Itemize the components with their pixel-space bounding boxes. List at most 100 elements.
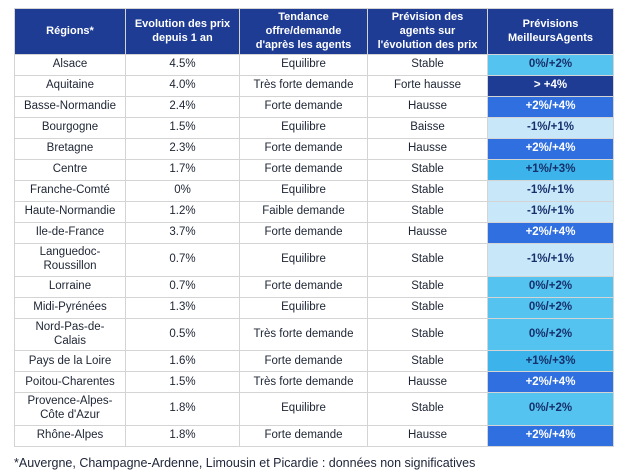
column-header: Prévisions MeilleursAgents <box>487 7 614 56</box>
meilleursagents-forecast-cell: +2%/+4% <box>487 425 614 448</box>
meilleursagents-forecast-cell: 0%/+2% <box>487 275 614 298</box>
meilleursagents-forecast-cell: +1%/+3% <box>487 159 614 182</box>
region-cell: Ile-de-France <box>14 222 126 245</box>
meilleursagents-forecast-cell: 0%/+2% <box>487 296 614 319</box>
meilleursagents-forecast-cell: +1%/+3% <box>487 350 614 373</box>
tendance-cell: Equilibre <box>239 117 368 140</box>
region-cell: Languedoc-Roussillon <box>14 243 126 277</box>
tendance-cell: Forte demande <box>239 96 368 119</box>
region-cell: Bretagne <box>14 138 126 161</box>
region-cell: Alsace <box>14 54 126 77</box>
tendance-cell: Forte demande <box>239 159 368 182</box>
meilleursagents-forecast-cell: +2%/+4% <box>487 371 614 394</box>
prevision-cell: Hausse <box>367 96 488 119</box>
regions-price-table: Régions* Evolution des prix depuis 1 an Te… <box>14 7 614 448</box>
meilleursagents-forecast-cell: -1%/+1% <box>487 201 614 224</box>
prevision-cell: Stable <box>367 317 488 352</box>
tendance-cell: Forte demande <box>239 222 368 245</box>
table-row: Bourgogne 1.5% Equilibre Baisse -1%/+1% <box>14 117 614 140</box>
region-cell: Poitou-Charentes <box>14 371 126 394</box>
table-body: Alsace 4.5% Equilibre Stable 0%/+2% Aquitaine… <box>14 54 614 448</box>
column-header: Tendance offre/demande d'après les agent… <box>239 7 368 56</box>
table-row: Alsace 4.5% Equilibre Stable 0%/+2% <box>14 54 614 77</box>
prevision-cell: Stable <box>367 392 488 427</box>
table-row: Franche-Comté 0% Equilibre Stable -1%/+1% <box>14 180 614 203</box>
region-cell: Centre <box>14 159 126 182</box>
meilleursagents-forecast-cell: 0%/+2% <box>487 392 614 427</box>
evolution-cell: 3.7% <box>125 222 240 245</box>
prevision-cell: Stable <box>367 180 488 203</box>
footnote: *Auvergne, Champagne-Ardenne, Limousin e… <box>14 456 476 470</box>
table-row: Languedoc-Roussillon 0.7% Equilibre Stable -… <box>14 243 614 277</box>
table-row: Provence-Alpes-Côte d'Azur 1.8% Equilibre S… <box>14 392 614 427</box>
tendance-cell: Très forte demande <box>239 75 368 98</box>
table-row: Bretagne 2.3% Forte demande Hausse +2%/+4% <box>14 138 614 161</box>
meilleursagents-forecast-cell: +2%/+4% <box>487 96 614 119</box>
table-row: Midi-Pyrénées 1.3% Equilibre Stable 0%/+2% <box>14 296 614 319</box>
tendance-cell: Equilibre <box>239 180 368 203</box>
tendance-cell: Forte demande <box>239 138 368 161</box>
table-row: Rhône-Alpes 1.8% Forte demande Hausse +2%/+4… <box>14 425 614 448</box>
evolution-cell: 1.5% <box>125 371 240 394</box>
table-row: Pays de la Loire 1.6% Forte demande Stable +… <box>14 350 614 373</box>
tendance-cell: Très forte demande <box>239 371 368 394</box>
table-row: Poitou-Charentes 1.5% Très forte demande Ha… <box>14 371 614 394</box>
tendance-cell: Equilibre <box>239 296 368 319</box>
column-header: Evolution des prix depuis 1 an <box>125 7 240 56</box>
prevision-cell: Stable <box>367 201 488 224</box>
region-cell: Aquitaine <box>14 75 126 98</box>
table-row: Haute-Normandie 1.2% Faible demande Stable -… <box>14 201 614 224</box>
prevision-cell: Baisse <box>367 117 488 140</box>
prevision-cell: Forte hausse <box>367 75 488 98</box>
evolution-cell: 4.0% <box>125 75 240 98</box>
region-cell: Lorraine <box>14 275 126 298</box>
table-row: Lorraine 0.7% Forte demande Stable 0%/+2% <box>14 275 614 298</box>
column-header: Régions* <box>14 7 126 56</box>
evolution-cell: 0.7% <box>125 275 240 298</box>
meilleursagents-forecast-cell: -1%/+1% <box>487 180 614 203</box>
prevision-cell: Hausse <box>367 222 488 245</box>
prevision-cell: Stable <box>367 243 488 277</box>
region-cell: Franche-Comté <box>14 180 126 203</box>
meilleursagents-forecast-cell: -1%/+1% <box>487 117 614 140</box>
meilleursagents-forecast-cell: +2%/+4% <box>487 138 614 161</box>
region-cell: Midi-Pyrénées <box>14 296 126 319</box>
meilleursagents-forecast-cell: -1%/+1% <box>487 243 614 277</box>
evolution-cell: 1.5% <box>125 117 240 140</box>
region-cell: Bourgogne <box>14 117 126 140</box>
table-header-row: Régions* Evolution des prix depuis 1 an Te… <box>14 7 614 56</box>
region-cell: Basse-Normandie <box>14 96 126 119</box>
evolution-cell: 1.3% <box>125 296 240 319</box>
prevision-cell: Stable <box>367 54 488 77</box>
column-header: Prévision des agents sur l'évolution des… <box>367 7 488 56</box>
prevision-cell: Hausse <box>367 425 488 448</box>
evolution-cell: 0.7% <box>125 243 240 277</box>
evolution-cell: 0% <box>125 180 240 203</box>
evolution-cell: 1.7% <box>125 159 240 182</box>
region-cell: Nord-Pas-de-Calais <box>14 317 126 352</box>
prevision-cell: Stable <box>367 275 488 298</box>
tendance-cell: Equilibre <box>239 392 368 427</box>
evolution-cell: 2.4% <box>125 96 240 119</box>
tendance-cell: Très forte demande <box>239 317 368 352</box>
tendance-cell: Equilibre <box>239 54 368 77</box>
region-cell: Rhône-Alpes <box>14 425 126 448</box>
evolution-cell: 1.6% <box>125 350 240 373</box>
evolution-cell: 4.5% <box>125 54 240 77</box>
tendance-cell: Equilibre <box>239 243 368 277</box>
tendance-cell: Forte demande <box>239 425 368 448</box>
meilleursagents-forecast-cell: 0%/+2% <box>487 317 614 352</box>
table-row: Basse-Normandie 2.4% Forte demande Hausse +2… <box>14 96 614 119</box>
meilleursagents-forecast-cell: > +4% <box>487 75 614 98</box>
meilleursagents-forecast-cell: +2%/+4% <box>487 222 614 245</box>
table-header: Régions* Evolution des prix depuis 1 an Te… <box>14 7 614 56</box>
tendance-cell: Forte demande <box>239 350 368 373</box>
meilleursagents-forecast-cell: 0%/+2% <box>487 54 614 77</box>
prevision-cell: Stable <box>367 350 488 373</box>
region-cell: Haute-Normandie <box>14 201 126 224</box>
table-row: Nord-Pas-de-Calais 0.5% Très forte demande… <box>14 317 614 352</box>
region-cell: Provence-Alpes-Côte d'Azur <box>14 392 126 427</box>
evolution-cell: 1.8% <box>125 425 240 448</box>
evolution-cell: 2.3% <box>125 138 240 161</box>
evolution-cell: 1.2% <box>125 201 240 224</box>
